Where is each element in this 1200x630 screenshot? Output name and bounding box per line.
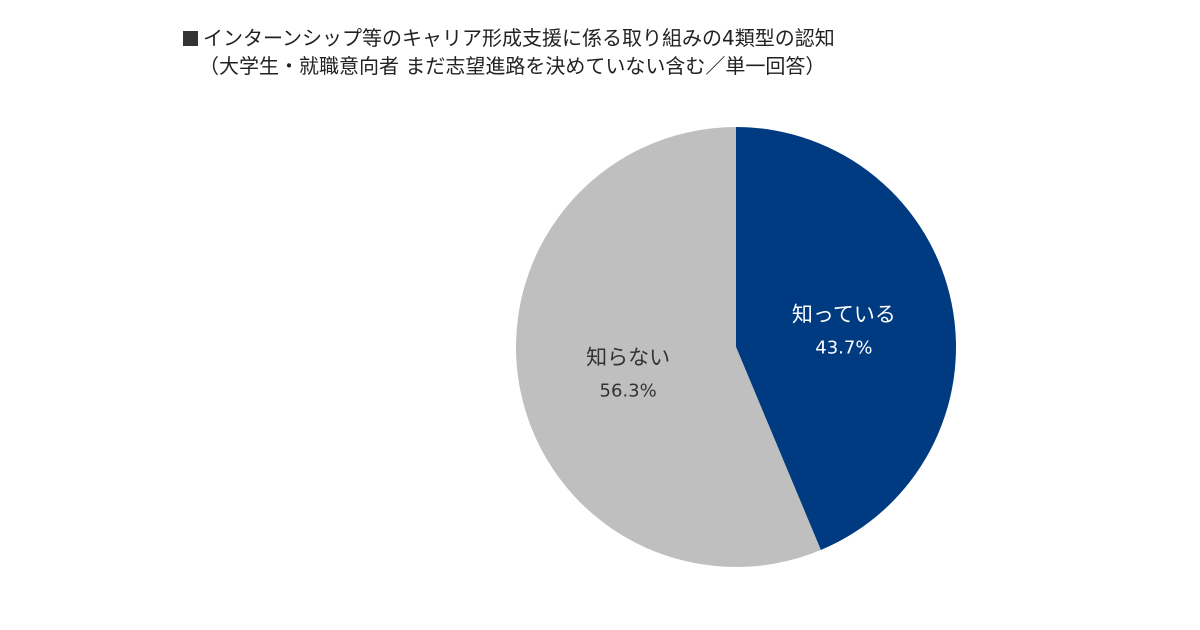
pie-slice-known [736, 127, 956, 550]
slice-value-known: 43.7% [815, 337, 872, 358]
chart-title-text: インターンシップ等のキャリア形成支援に係る取り組みの4類型の認知 [203, 26, 835, 50]
chart-subtitle: （大学生・就職意向者 まだ志望進路を決めていない含む／単一回答） [199, 54, 826, 78]
title-square-icon [183, 30, 198, 46]
slice-label-known: 知っている [792, 302, 896, 326]
chart-title: インターンシップ等のキャリア形成支援に係る取り組みの4類型の認知 [183, 24, 835, 52]
pie-slice-unknown [515, 126, 821, 568]
chart-title-block: インターンシップ等のキャリア形成支援に係る取り組みの4類型の認知 （大学生・就職… [183, 24, 835, 80]
slice-label-unknown: 知らない [586, 346, 670, 370]
slice-value-unknown: 56.3% [600, 381, 657, 402]
